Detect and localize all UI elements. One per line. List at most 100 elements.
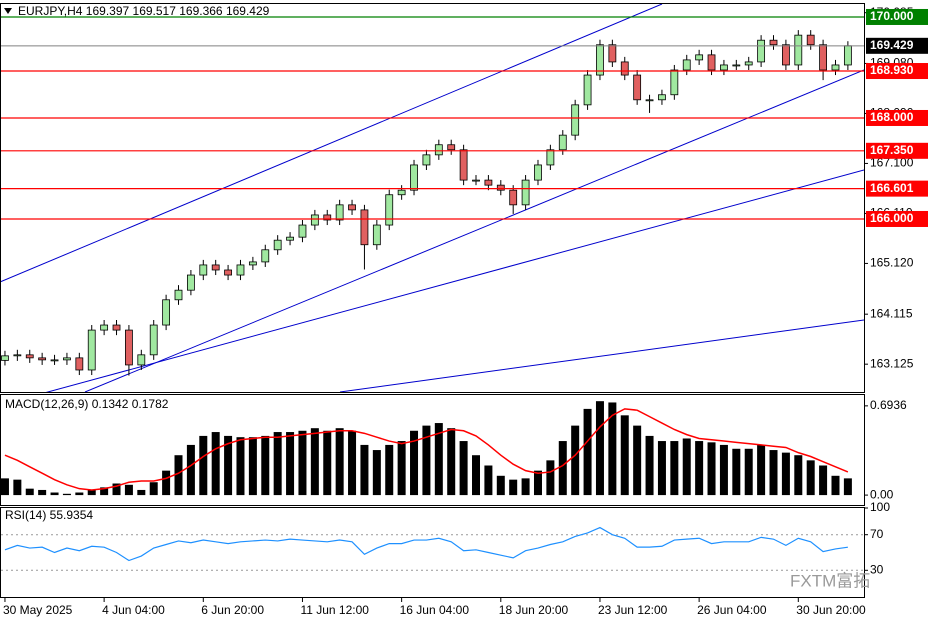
candle-body bbox=[1, 355, 9, 361]
macd-bar bbox=[397, 441, 406, 496]
macd-bar bbox=[781, 452, 790, 496]
candle-body bbox=[782, 44, 790, 66]
macd-bar bbox=[0, 478, 9, 496]
candle-body bbox=[658, 94, 666, 101]
candle-body bbox=[348, 204, 356, 211]
candle-body bbox=[323, 214, 332, 221]
candle-body bbox=[63, 357, 71, 361]
candle-body bbox=[273, 239, 282, 251]
candle-body bbox=[534, 164, 542, 181]
candle-body bbox=[236, 264, 245, 276]
panel-title: RSI(14) 55.9354 bbox=[5, 508, 93, 522]
y-tick-label: 165.120 bbox=[870, 256, 914, 270]
y-tick-label: 163.125 bbox=[870, 356, 914, 370]
macd-bar bbox=[174, 455, 183, 496]
macd-bar bbox=[162, 470, 171, 496]
chart-title: EURJPY,H4 169.397 169.517 169.366 169.42… bbox=[18, 4, 270, 18]
candle-body bbox=[100, 324, 109, 331]
candle-body bbox=[385, 194, 394, 226]
y-tick-label: 164.115 bbox=[870, 306, 913, 320]
macd-bar bbox=[670, 441, 679, 496]
macd-bar bbox=[695, 441, 704, 496]
candle-body bbox=[224, 269, 232, 276]
candle-body bbox=[372, 224, 381, 246]
candle-body bbox=[125, 329, 133, 366]
macd-bar bbox=[335, 428, 344, 496]
level-label: 168.930 bbox=[870, 63, 914, 77]
macd-bar bbox=[236, 437, 245, 496]
macd-bar bbox=[248, 437, 257, 496]
level-box bbox=[866, 180, 928, 197]
rsi-line bbox=[4, 526, 848, 562]
macd-bar bbox=[410, 430, 419, 496]
x-tick-label: 4 Jun 04:00 bbox=[102, 603, 165, 617]
level-label: 167.350 bbox=[870, 143, 914, 157]
macd-bar bbox=[645, 435, 654, 496]
candle-body bbox=[732, 64, 741, 67]
candle-body bbox=[149, 324, 158, 356]
macd-bar bbox=[422, 425, 431, 496]
candle-body bbox=[695, 54, 704, 61]
x-tick-label: 16 Jun 04:00 bbox=[400, 603, 470, 617]
macd-bar bbox=[211, 432, 220, 496]
y-tick-label: 0.00 bbox=[870, 487, 894, 501]
candle-body bbox=[397, 189, 406, 196]
candle-body bbox=[13, 354, 22, 357]
macd-bar bbox=[583, 408, 592, 496]
macd-bar bbox=[199, 435, 208, 496]
candle-body bbox=[571, 104, 580, 136]
macd-bar bbox=[224, 435, 233, 496]
x-tick-label: 11 Jun 12:00 bbox=[300, 603, 369, 617]
candle-body bbox=[596, 44, 604, 76]
candle-body bbox=[335, 204, 344, 221]
candle-body bbox=[496, 184, 505, 191]
candle-body bbox=[720, 64, 728, 71]
macd-bar bbox=[496, 475, 505, 496]
candle-body bbox=[360, 209, 369, 246]
macd-bar bbox=[484, 465, 493, 496]
macd-bar bbox=[806, 460, 815, 496]
macd-bar bbox=[472, 455, 481, 496]
candle-body bbox=[744, 61, 753, 66]
candle-body bbox=[248, 261, 257, 266]
macd-bar bbox=[286, 432, 295, 496]
macd-bar bbox=[633, 425, 642, 496]
candle-body bbox=[670, 69, 679, 96]
macd-bar bbox=[62, 493, 71, 496]
macd-bar bbox=[558, 441, 567, 496]
signal-line bbox=[4, 408, 849, 491]
candle-body bbox=[434, 144, 443, 156]
x-tick-label: 30 Jun 20:00 bbox=[796, 603, 866, 617]
menu-arrow bbox=[4, 8, 12, 14]
macd-bar bbox=[137, 489, 146, 496]
rsi-frame bbox=[0, 507, 865, 598]
candle-body bbox=[633, 74, 642, 101]
trend-line bbox=[84, 69, 864, 392]
macd-bar bbox=[25, 488, 34, 496]
macd-bar bbox=[112, 483, 121, 496]
macd-bar bbox=[546, 460, 555, 496]
candle-body bbox=[620, 61, 629, 76]
macd-bar bbox=[571, 425, 580, 496]
macd-bar bbox=[744, 448, 753, 496]
candle-body bbox=[87, 329, 96, 371]
candle-body bbox=[38, 357, 47, 361]
macd-bar bbox=[843, 478, 852, 496]
candle-body bbox=[645, 99, 654, 102]
macd-bar bbox=[372, 450, 381, 496]
macd-bar bbox=[459, 441, 468, 496]
candle-body bbox=[521, 179, 530, 206]
macd-bar bbox=[186, 444, 195, 496]
candle-body bbox=[484, 179, 493, 186]
candle-body bbox=[558, 134, 567, 151]
level-box bbox=[866, 8, 928, 25]
trend-line bbox=[339, 319, 864, 392]
candle-body bbox=[819, 44, 827, 71]
candle-body bbox=[843, 45, 852, 66]
candle-body bbox=[162, 299, 171, 326]
candle-body bbox=[707, 54, 716, 71]
trend-line bbox=[1, 4, 663, 283]
macd-bar bbox=[385, 444, 394, 496]
y-tick-label: 70 bbox=[870, 527, 884, 541]
candle-body bbox=[199, 264, 208, 276]
